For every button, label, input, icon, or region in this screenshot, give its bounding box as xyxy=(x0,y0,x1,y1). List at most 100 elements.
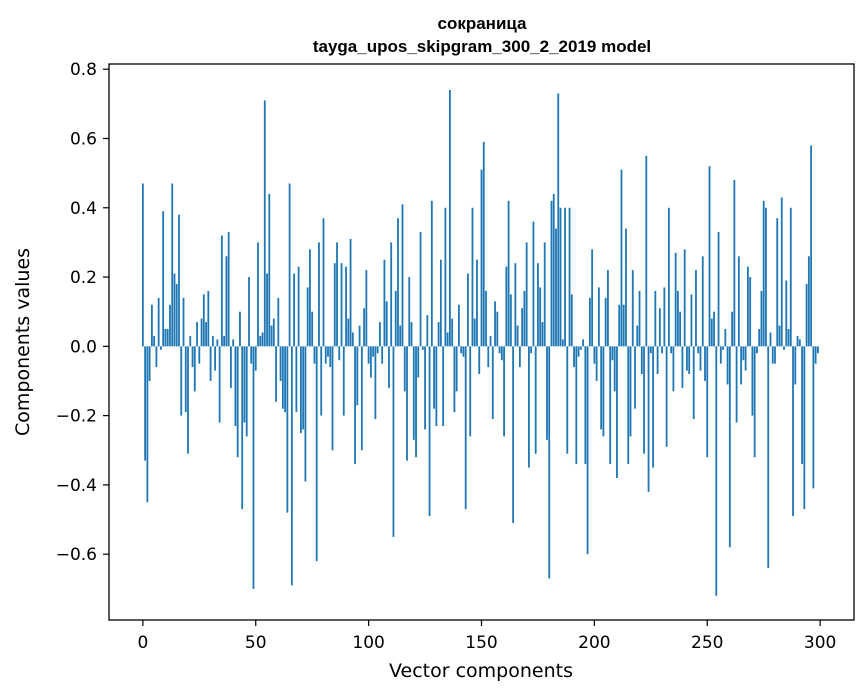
bar-component-73 xyxy=(306,287,309,347)
chart-title-line-2: tayga_upos_skipgram_300_2_2019 model xyxy=(313,37,651,56)
bar-component-269 xyxy=(749,277,752,347)
bar-component-192 xyxy=(575,346,578,465)
bar-component-6 xyxy=(155,346,158,368)
bar-component-84 xyxy=(331,346,334,451)
bar-component-188 xyxy=(566,346,569,454)
bar-component-273 xyxy=(758,329,761,347)
bar-component-137 xyxy=(451,318,454,347)
bar-component-293 xyxy=(803,346,806,510)
bar-component-243 xyxy=(690,294,693,347)
x-tick-label: 200 xyxy=(578,633,610,653)
bar-component-298 xyxy=(814,346,817,364)
bar-component-295 xyxy=(807,256,810,347)
bar-component-90 xyxy=(345,266,347,347)
bar-component-50 xyxy=(254,346,257,371)
bar-component-230 xyxy=(661,346,664,354)
bar-component-147 xyxy=(473,318,476,347)
bar-component-52 xyxy=(259,335,262,347)
bar-component-267 xyxy=(744,346,747,371)
bar-component-7 xyxy=(157,297,160,347)
bar-component-261 xyxy=(731,311,733,347)
chart-title-line-1: сокраница xyxy=(437,14,527,33)
bar-component-248 xyxy=(701,256,704,347)
bar-component-182 xyxy=(552,193,555,347)
bar-component-275 xyxy=(762,200,765,347)
y-tick-label: 0.0 xyxy=(70,337,97,357)
bar-component-135 xyxy=(446,332,449,347)
bar-component-281 xyxy=(776,218,779,347)
bar-component-176 xyxy=(539,287,542,347)
bar-component-181 xyxy=(550,200,553,347)
bar-component-44 xyxy=(241,346,244,510)
bar-component-202 xyxy=(597,287,600,347)
bar-component-22 xyxy=(191,346,194,368)
bar-component-257 xyxy=(722,346,724,350)
bar-component-223 xyxy=(645,155,648,347)
bar-component-25 xyxy=(198,346,201,364)
bar-component-28 xyxy=(205,322,207,347)
bar-component-34 xyxy=(218,346,221,423)
bar-component-170 xyxy=(525,242,528,347)
bar-component-105 xyxy=(379,322,381,347)
bar-component-81 xyxy=(324,346,327,364)
bar-component-177 xyxy=(541,322,544,347)
bar-component-270 xyxy=(751,346,754,416)
bar-component-237 xyxy=(677,290,679,347)
bar-component-83 xyxy=(329,346,332,368)
x-tick-label: 0 xyxy=(137,633,148,653)
bar-component-0 xyxy=(141,183,144,347)
bar-component-85 xyxy=(333,263,336,347)
bar-component-109 xyxy=(388,346,390,388)
bar-component-208 xyxy=(611,346,614,361)
bar-component-46 xyxy=(245,346,248,437)
bar-component-56 xyxy=(268,193,271,347)
bar-component-35 xyxy=(220,235,223,347)
bar-component-168 xyxy=(521,308,524,347)
bar-component-274 xyxy=(760,290,763,347)
bar-component-292 xyxy=(801,346,803,465)
bar-component-227 xyxy=(654,290,657,347)
bar-component-42 xyxy=(236,346,239,458)
bar-component-48 xyxy=(250,346,253,364)
bar-component-211 xyxy=(618,304,621,347)
x-tick-label: 250 xyxy=(691,633,723,653)
bar-component-279 xyxy=(771,346,774,364)
bar-component-198 xyxy=(588,297,591,347)
bar-component-224 xyxy=(647,346,650,492)
bar-component-220 xyxy=(638,290,641,347)
bar-component-197 xyxy=(586,346,589,555)
bar-component-153 xyxy=(487,346,490,368)
bar-component-282 xyxy=(778,325,781,347)
bar-component-16 xyxy=(178,214,180,347)
bar-component-299 xyxy=(816,346,819,354)
bar-component-189 xyxy=(568,207,571,347)
bar-component-247 xyxy=(699,346,702,371)
bar-component-155 xyxy=(491,346,494,420)
bar-component-157 xyxy=(496,311,499,347)
bar-component-165 xyxy=(514,263,517,347)
bar-component-163 xyxy=(509,294,512,347)
bar-component-251 xyxy=(708,166,711,347)
x-tick-label: 50 xyxy=(245,633,267,653)
bar-component-122 xyxy=(417,346,420,378)
bar-component-38 xyxy=(227,232,230,347)
bar-component-121 xyxy=(415,346,417,458)
bar-component-62 xyxy=(281,346,284,409)
bar-component-70 xyxy=(299,346,302,433)
bar-component-36 xyxy=(223,335,226,347)
bar-component-112 xyxy=(394,290,397,347)
bar-component-201 xyxy=(595,346,598,381)
bar-component-128 xyxy=(430,200,433,347)
bar-component-205 xyxy=(604,297,607,347)
bar-component-160 xyxy=(503,346,505,437)
bar-component-68 xyxy=(295,346,298,413)
bar-component-133 xyxy=(442,346,445,427)
bar-component-196 xyxy=(584,346,587,465)
bar-component-67 xyxy=(293,273,296,347)
bar-component-9 xyxy=(162,211,165,347)
bar-component-145 xyxy=(469,346,472,437)
bar-component-264 xyxy=(737,256,740,347)
bar-component-288 xyxy=(792,346,794,517)
bar-component-61 xyxy=(279,346,282,381)
bar-component-203 xyxy=(600,346,603,430)
